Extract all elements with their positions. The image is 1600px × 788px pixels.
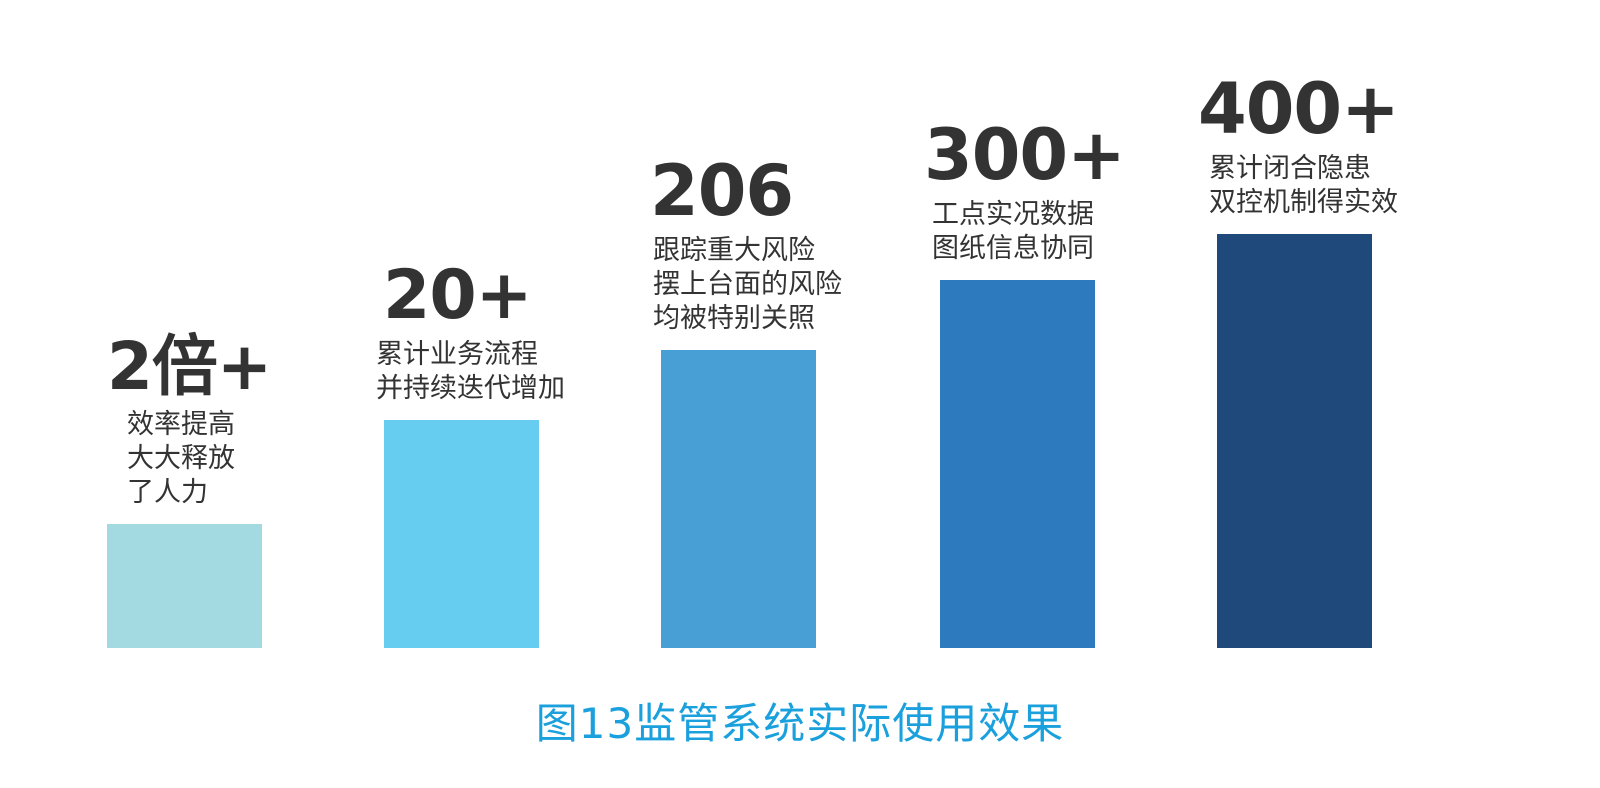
description-line: 均被特别关照 [653,303,815,334]
bar-description-4: 工点实况数据 图纸信息协同 [932,198,1094,266]
bar-1 [107,524,262,648]
bar-2 [384,420,539,648]
description-line: 大大释放 [127,443,235,474]
description-line: 累计闭合隐患 [1209,153,1371,184]
description-line: 工点实况数据 [932,199,1094,230]
description-line: 效率提高 [127,409,235,440]
description-line: 累计业务流程 [376,339,538,370]
value-label-3: 206 [650,150,794,232]
description-line: 跟踪重大风险 [653,235,815,266]
description-line: 双控机制得实效 [1209,187,1398,218]
value-label-4: 300+ [924,114,1126,196]
bar-4 [940,280,1095,648]
description-line: 并持续迭代增加 [376,373,565,404]
bar-description-5: 累计闭合隐患 双控机制得实效 [1209,152,1398,220]
chart-caption: 图13监管系统实际使用效果 [535,699,1065,748]
bar-description-2: 累计业务流程 并持续迭代增加 [376,338,565,406]
value-label-2: 20+ [383,256,533,335]
bar-5 [1217,234,1372,648]
description-line: 图纸信息协同 [932,233,1094,264]
bar-description-1: 效率提高 大大释放 了人力 [127,408,235,510]
description-line: 了人力 [127,477,208,508]
bar-3 [661,350,816,648]
description-line: 摆上台面的风险 [653,269,842,300]
bar-description-3: 跟踪重大风险 摆上台面的风险 均被特别关照 [653,234,842,336]
value-label-1: 2倍+ [107,328,272,405]
value-label-5: 400+ [1198,68,1400,150]
